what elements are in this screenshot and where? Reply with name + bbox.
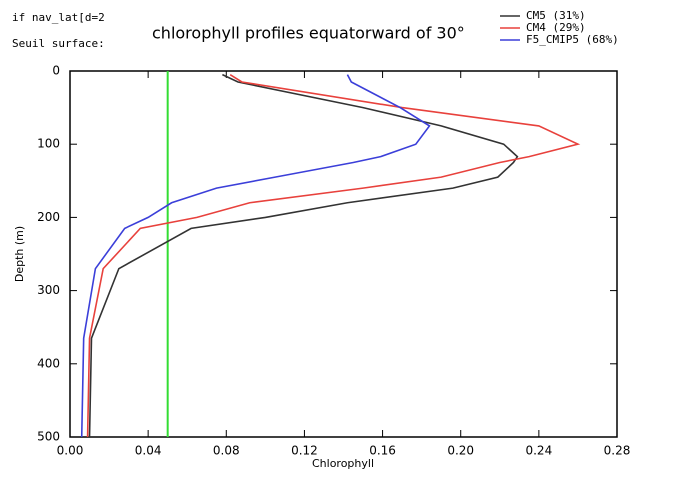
x-tick-label: 0.04 xyxy=(135,444,162,458)
plot-frame xyxy=(69,70,618,438)
annotation: Seuil surface: xyxy=(12,37,105,50)
legend-label: CM4 (29%) xyxy=(526,21,586,34)
x-tick-label: 0.16 xyxy=(369,444,396,458)
series-line xyxy=(86,73,581,438)
series-line xyxy=(88,73,519,438)
y-tick-label: 200 xyxy=(37,210,60,224)
chart-title: chlorophyll profiles equatorward of 30° xyxy=(152,24,465,43)
legend-label: CM5 (31%) xyxy=(526,9,586,22)
x-tick-label: 0.08 xyxy=(213,444,240,458)
series-line xyxy=(80,74,431,438)
x-tick-label: 0.24 xyxy=(525,444,552,458)
y-tick-label: 500 xyxy=(37,430,60,444)
legend-label: F5_CMIP5 (68%) xyxy=(526,33,619,46)
x-tick-label: 0.28 xyxy=(604,444,631,458)
y-tick-label: 300 xyxy=(37,283,60,297)
x-tick-label: 0.00 xyxy=(57,444,84,458)
annotation: if nav_lat[d=2 xyxy=(12,11,105,24)
y-tick-label: 100 xyxy=(37,137,60,151)
x-tick-label: 0.20 xyxy=(447,444,474,458)
x-tick-label: 0.12 xyxy=(291,444,318,458)
y-tick-label: 400 xyxy=(37,356,60,370)
x-axis-label: Chlorophyll xyxy=(312,457,374,470)
y-tick-label: 0 xyxy=(52,64,60,78)
y-axis-label: Depth (m) xyxy=(13,226,26,282)
